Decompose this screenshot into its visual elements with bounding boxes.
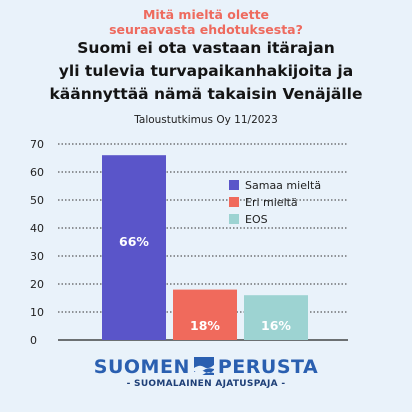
y-tick-label-10: 10 xyxy=(30,306,44,319)
legend-swatch-2 xyxy=(229,214,239,224)
brand-tagline: - SUOMALAINEN AJATUSPAJA - xyxy=(126,379,286,389)
source-label: Taloustutkimus Oy 11/2023 xyxy=(134,114,278,126)
logo-text-right: PERUSTA xyxy=(217,356,319,378)
y-tick-label-60: 60 xyxy=(30,166,44,179)
legend-swatch-0 xyxy=(229,180,239,190)
bar-samaa-mieltä xyxy=(102,155,166,340)
y-tick-label-40: 40 xyxy=(30,222,44,235)
question-line-2: seuraavasta ehdotuksesta? xyxy=(109,22,303,37)
legend-label-2: EOS xyxy=(245,213,268,226)
y-tick-label-20: 20 xyxy=(30,278,44,291)
chart-title: Suomi ei ota vastaan itärajan yli tulevi… xyxy=(0,37,412,106)
title-line-2: yli tulevia turvapaikanhakijoita ja xyxy=(58,62,354,80)
title-line-1: Suomi ei ota vastaan itärajan xyxy=(77,39,335,57)
y-tick-label-50: 50 xyxy=(30,194,44,207)
legend-label-0: Samaa mieltä xyxy=(245,179,321,192)
value-label-0: 66% xyxy=(119,234,149,249)
value-label-2: 16% xyxy=(261,318,291,333)
y-tick-label-0: 0 xyxy=(30,334,37,347)
question-line-1: Mitä mieltä olette xyxy=(142,7,270,22)
perusta-logo-icon xyxy=(193,356,214,376)
title-line-3: käännyttää nämä takaisin Venäjälle xyxy=(49,85,363,103)
bar-eri-mieltä xyxy=(173,289,237,340)
y-tick-label-30: 30 xyxy=(30,250,44,263)
logo-text-left: SUOMEN xyxy=(93,356,190,378)
bar-eos xyxy=(244,295,308,340)
value-label-1: 18% xyxy=(190,318,220,333)
legend-swatch-1 xyxy=(229,197,239,207)
brand-logo: SUOMEN PERUSTA xyxy=(0,356,412,379)
question-heading: Mitä mieltä olette seuraavasta ehdotukse… xyxy=(0,7,412,37)
legend-label-1: Eri mieltä xyxy=(245,196,298,209)
y-tick-label-70: 70 xyxy=(30,138,44,151)
